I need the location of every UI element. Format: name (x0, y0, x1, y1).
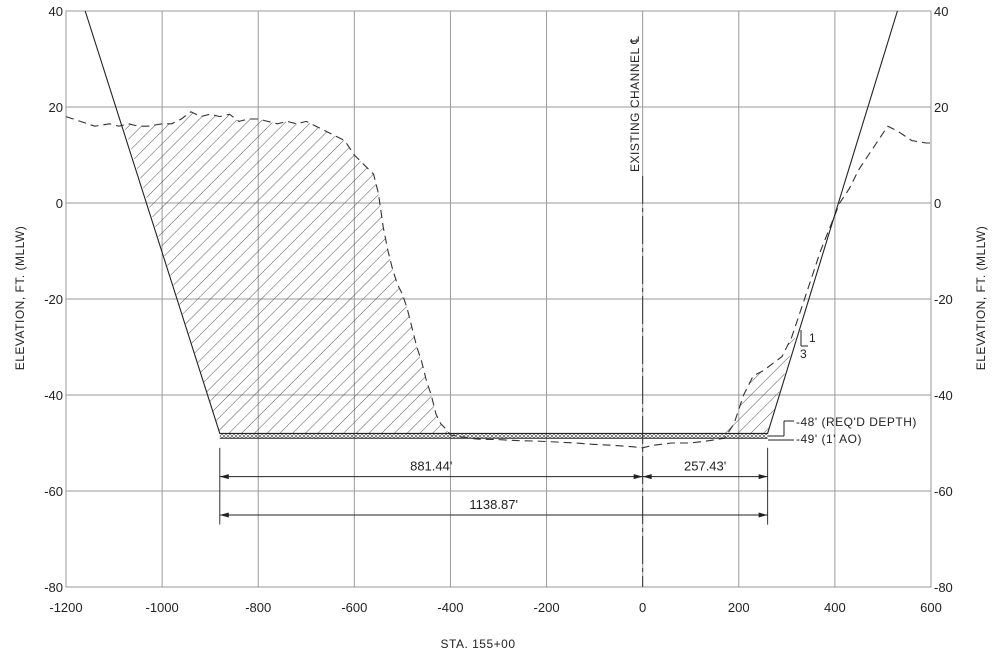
allowable-depth-label: -49' (1' AO) (796, 432, 862, 446)
y-tick-label-right: 0 (934, 196, 941, 211)
y-tick-label-left: 0 (56, 196, 63, 211)
dimension-arrow (633, 474, 643, 480)
slope-indicator (800, 330, 808, 347)
y-tick-label-left: -20 (44, 292, 63, 307)
x-tick-label: -200 (534, 600, 560, 615)
x-axis-label: STA. 155+00 (441, 637, 516, 651)
dimension-label: 1138.87' (469, 497, 518, 512)
y-tick-label-left: -40 (44, 388, 63, 403)
x-tick-label: -400 (437, 600, 463, 615)
dredge-hatch-areas (123, 111, 798, 439)
dimension-arrow (219, 474, 229, 480)
dimension-label: 881.44' (410, 459, 452, 474)
y-tick-label-left: -60 (44, 484, 63, 499)
x-tick-label: 200 (728, 600, 750, 615)
dimension-arrow (642, 474, 652, 480)
y-tick-label-right: -40 (934, 388, 953, 403)
slope-run-label: 3 (800, 347, 807, 361)
left-dredge-area (123, 111, 465, 437)
required-depth-label: -48' (REQ'D DEPTH) (796, 415, 917, 429)
dimension-lines: 881.44' 257.43' 1138.87' (219, 447, 769, 525)
x-tick-label: -1200 (49, 600, 82, 615)
y-tick-label-left: -80 (44, 580, 63, 595)
x-tick-label: -600 (341, 600, 367, 615)
design-template-line (84, 10, 898, 434)
y-axis-label-left: ELEVATION, FT. (MLLW) (13, 226, 27, 371)
dimension-label: 257.43' (684, 459, 726, 474)
y-tick-label-left: 20 (49, 100, 63, 115)
x-tick-label: 600 (920, 600, 942, 615)
y-tick-label-right: 40 (934, 4, 948, 19)
y-tick-label-left: 40 (49, 4, 63, 19)
y-tick-label-right: -60 (934, 484, 953, 499)
x-tick-label: 400 (824, 600, 846, 615)
right-dredge-area (724, 327, 798, 434)
existing-ground-line (65, 111, 931, 449)
profile-lines (65, 10, 931, 587)
dimension-arrow (219, 512, 229, 518)
centerline-label: EXISTING CHANNEL ℄ (628, 36, 642, 172)
y-axis-label-right: ELEVATION, FT. (MLLW) (974, 226, 988, 371)
x-tick-label: 0 (639, 600, 646, 615)
overdepth-band (219, 433, 768, 439)
y-tick-label-right: -20 (934, 292, 953, 307)
dimension-arrow (758, 474, 768, 480)
depth-leaders (768, 420, 794, 441)
x-tick-label: -800 (245, 600, 271, 615)
y-tick-label-right: -80 (934, 580, 953, 595)
slope-rise-label: 1 (809, 331, 816, 345)
y-tick-label-right: 20 (934, 100, 948, 115)
x-tick-label: -1000 (145, 600, 178, 615)
dimension-arrow (758, 512, 768, 518)
